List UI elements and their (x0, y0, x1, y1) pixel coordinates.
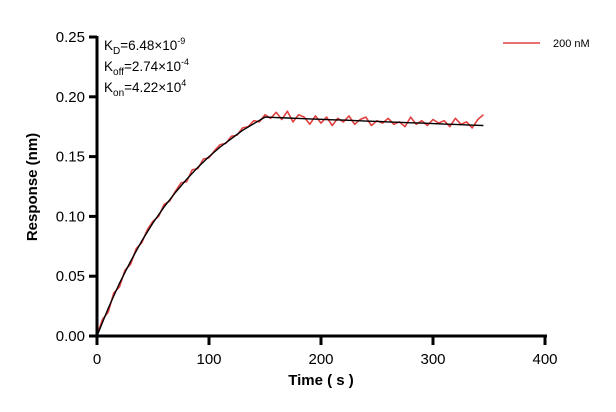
y-tick-label: 0.05 (56, 268, 85, 285)
y-ticks: 0.00 0.05 0.10 0.15 0.20 0.25 (56, 29, 97, 345)
y-tick-label: 0.15 (56, 149, 85, 166)
koff-annotation: Koff=2.74×10-4 (104, 57, 189, 78)
legend-label-200nm: 200 nM (553, 38, 590, 50)
x-axis-title: Time ( s ) (288, 372, 354, 389)
series-line-200nm (96, 110, 484, 336)
x-tick-label: 0 (93, 351, 101, 368)
fit-curve-line (96, 116, 484, 337)
y-tick-label: 0.10 (56, 208, 85, 225)
y-tick-label: 0.20 (56, 89, 85, 106)
kinetic-annotations: KD=6.48×10-9 Koff=2.74×10-4 Kon=4.22×104 (104, 36, 189, 99)
kd-annotation: KD=6.48×10-9 (104, 36, 185, 57)
x-tick-label: 100 (196, 351, 221, 368)
plot-marks (96, 110, 484, 337)
kon-annotation: Kon=4.22×104 (104, 78, 186, 99)
y-axis-title: Response (nm) (24, 133, 41, 241)
x-ticks: 0 100 200 300 400 (93, 336, 558, 368)
x-tick-label: 400 (532, 351, 557, 368)
x-tick-label: 300 (420, 351, 445, 368)
y-tick-label: 0.00 (56, 328, 85, 345)
x-tick-label: 200 (308, 351, 333, 368)
legend: 200 nM (503, 38, 590, 50)
y-tick-label: 0.25 (56, 29, 85, 46)
